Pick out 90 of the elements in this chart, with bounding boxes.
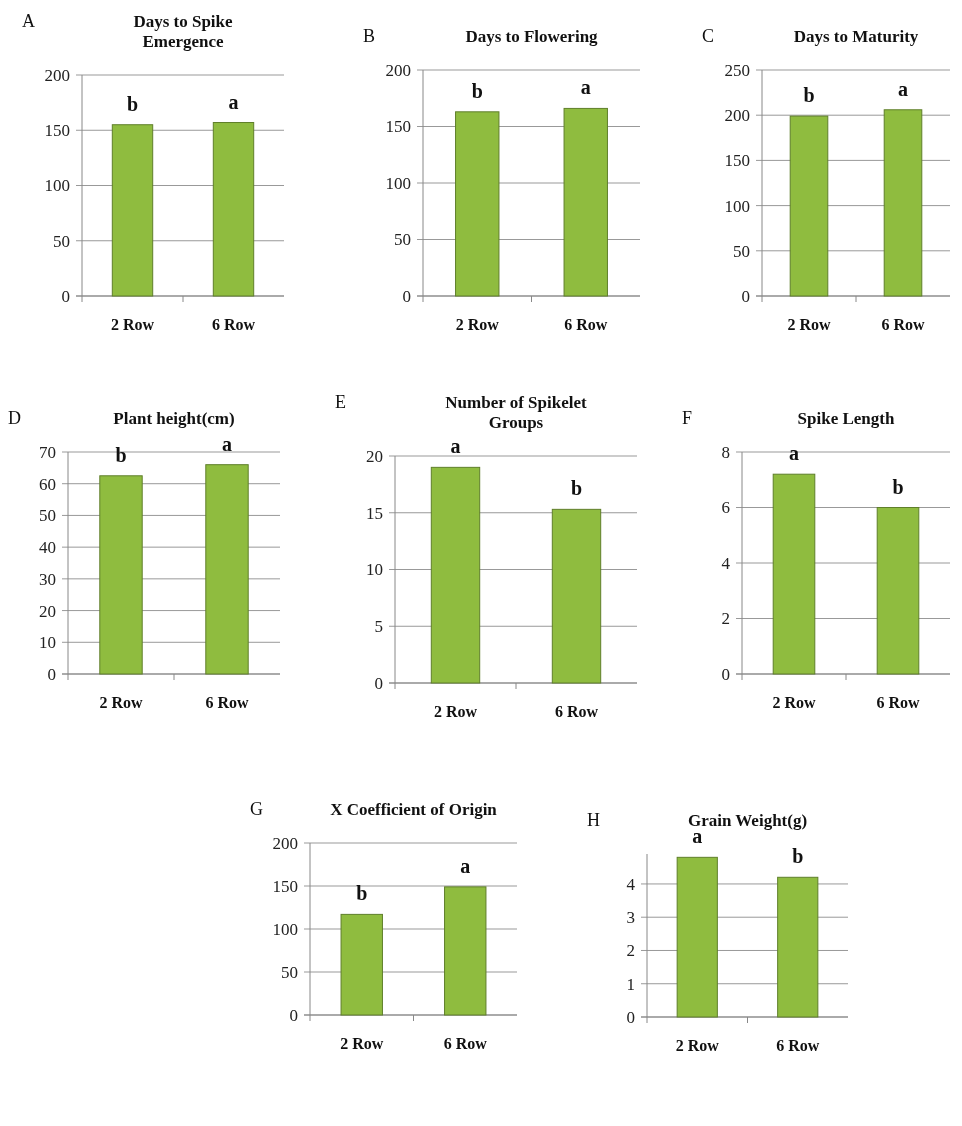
y-tick-label: 2	[626, 941, 635, 961]
y-tick-label: 100	[272, 919, 298, 939]
y-tick-label: 100	[44, 176, 70, 196]
text: H	[587, 810, 600, 830]
y-tick-label: 30	[39, 569, 56, 589]
y-tick-label: 50	[39, 506, 56, 526]
chart-title: Number of Spikelet Groups	[445, 393, 588, 432]
y-tick-label: 10	[366, 560, 383, 580]
text: D	[8, 408, 21, 428]
y-tick-label: 100	[724, 196, 750, 216]
y-tick-label: 0	[626, 1007, 635, 1027]
y-tick-label: 200	[385, 60, 411, 80]
y-tick-label: 0	[402, 286, 411, 306]
annotation: a	[460, 854, 471, 877]
y-tick-label: 4	[721, 553, 731, 573]
y-tick-label: 250	[724, 60, 750, 80]
x-tick-label: 6 Row	[205, 694, 249, 711]
chart-title: X Coefficient of Origin	[330, 800, 498, 819]
y-tick-label: 200	[44, 65, 70, 85]
annotation: b	[126, 92, 139, 115]
y-tick-label: 10	[39, 633, 56, 653]
annotation: b	[471, 79, 483, 102]
annotation: b	[892, 475, 904, 498]
y-tick-label: 0	[741, 286, 750, 306]
x-tick-label: 2 Row	[99, 694, 143, 711]
text: F	[682, 408, 693, 428]
y-tick-label: 2	[721, 609, 730, 629]
y-tick-label: 20	[39, 601, 56, 621]
annotation: b	[356, 882, 368, 905]
annotation: a	[789, 442, 799, 465]
y-tick-label: 4	[626, 874, 636, 894]
y-tick-label: 15	[366, 503, 383, 523]
y-tick-label: 0	[374, 673, 383, 693]
y-tick-label: 8	[721, 442, 730, 462]
y-tick-label: 50	[394, 230, 411, 250]
x-tick-label: 2 Row	[340, 1035, 384, 1052]
y-tick-label: 50	[281, 962, 298, 982]
annotation: a	[898, 77, 908, 100]
y-tick-label: 150	[272, 876, 298, 896]
chart-title: Days to Spike Emergence	[133, 12, 234, 51]
x-tick-label: 6 Row	[443, 1035, 488, 1052]
y-tick-label: 0	[721, 664, 730, 684]
text: A	[22, 11, 35, 31]
annotation: a	[580, 76, 591, 99]
annotation: b	[570, 477, 583, 500]
y-tick-label: 150	[44, 121, 70, 141]
x-tick-label: 6 Row	[881, 316, 925, 333]
y-tick-label: 0	[61, 286, 70, 306]
y-tick-label: 70	[39, 442, 56, 462]
chart-title: Plant height(cm)	[113, 409, 235, 428]
x-tick-label: 2 Row	[433, 703, 478, 720]
annotation: a	[222, 432, 232, 455]
annotation: a	[450, 435, 461, 458]
chart-title: Days to Flowering	[465, 27, 599, 46]
x-tick-label: 2 Row	[675, 1037, 720, 1054]
text: G	[250, 799, 263, 819]
x-tick-label: 6 Row	[776, 1037, 820, 1054]
x-tick-label: 6 Row	[564, 316, 608, 333]
x-tick-label: 2 Row	[455, 316, 500, 333]
y-tick-label: 50	[733, 241, 750, 261]
x-tick-label: 2 Row	[772, 694, 816, 711]
annotation: b	[115, 443, 127, 466]
annotation: a	[228, 90, 239, 113]
text: C	[702, 26, 715, 46]
x-tick-label: 2 Row	[787, 316, 831, 333]
x-tick-label: 6 Row	[554, 703, 599, 720]
chart-title: Days to Maturity	[793, 27, 919, 46]
text: B	[363, 26, 376, 46]
y-tick-label: 150	[724, 151, 750, 171]
annotation: b	[803, 84, 815, 107]
y-tick-label: 20	[366, 446, 383, 466]
y-tick-label: 5	[374, 617, 383, 637]
chart-title: Spike Length	[797, 409, 895, 428]
y-tick-label: 50	[53, 231, 70, 251]
y-tick-label: 40	[39, 538, 56, 558]
x-tick-label: 6 Row	[211, 316, 256, 333]
x-tick-label: 6 Row	[876, 694, 920, 711]
y-tick-label: 0	[47, 664, 56, 684]
y-tick-label: 150	[385, 117, 411, 137]
y-tick-label: 3	[626, 908, 635, 928]
y-tick-label: 200	[724, 106, 750, 126]
y-tick-label: 100	[385, 173, 411, 193]
y-tick-label: 6	[721, 498, 730, 518]
y-tick-label: 1	[626, 974, 635, 994]
y-tick-label: 60	[39, 474, 56, 494]
y-tick-label: 0	[289, 1005, 298, 1025]
x-tick-label: 2 Row	[110, 316, 155, 333]
y-tick-label: 200	[272, 833, 298, 853]
annotation: b	[792, 845, 804, 868]
text: E	[335, 392, 346, 412]
